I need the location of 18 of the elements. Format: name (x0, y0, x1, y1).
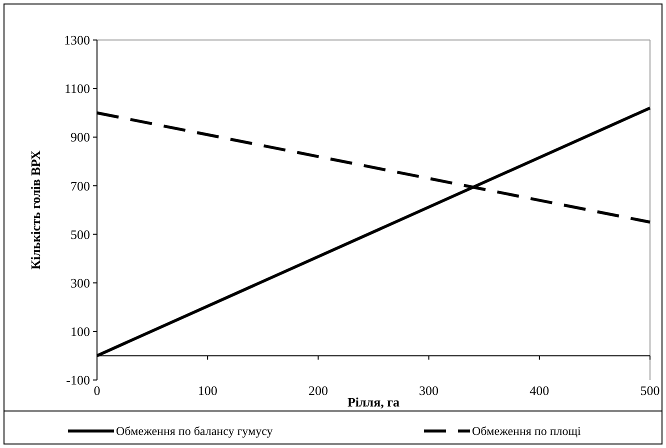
legend-label: Обмеження по площі (472, 424, 582, 438)
legend-label: Обмеження по балансу гумусу (116, 424, 273, 438)
y-tick-label: 100 (70, 324, 90, 339)
y-tick-label: 500 (70, 226, 90, 242)
y-tick-label: 300 (70, 275, 90, 290)
x-tick-label: 0 (94, 383, 100, 398)
y-tick-label: 1300 (64, 32, 90, 48)
y-tick-label: 1100 (64, 81, 90, 96)
x-tick-label: 300 (419, 383, 439, 398)
x-tick-label: 100 (198, 383, 218, 398)
y-tick-label: 700 (70, 178, 90, 194)
x-axis-title: Рілля, га (347, 394, 400, 410)
x-tick-label: 400 (530, 383, 550, 398)
x-tick-label: 500 (640, 383, 660, 398)
x-tick-label: 200 (308, 383, 328, 398)
y-tick-label: 900 (70, 130, 90, 145)
y-axis-title: Кількість голів ВРХ (28, 150, 43, 270)
y-tick-label: -100 (66, 372, 90, 388)
